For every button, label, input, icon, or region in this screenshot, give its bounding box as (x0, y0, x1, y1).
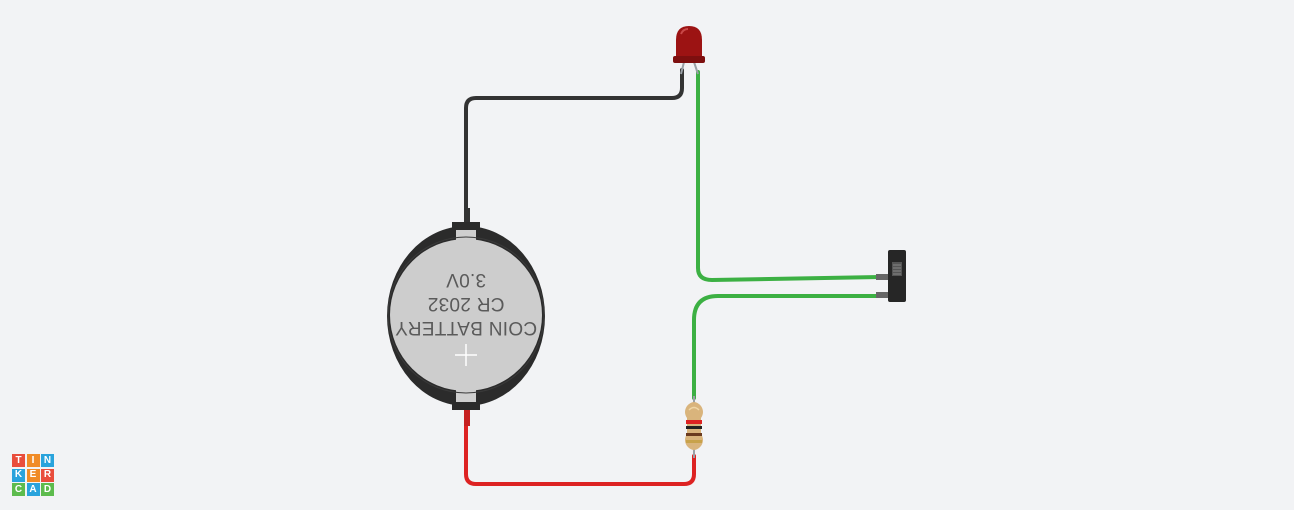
battery-label-line1: COIN BATTERY (395, 317, 537, 338)
green-wire-led-to-switch[interactable] (696, 70, 882, 283)
battery-label-line2: CR 2032 (427, 293, 504, 314)
red-wire[interactable] (464, 424, 696, 486)
logo-letter: E (26, 468, 40, 482)
logo-letter: R (41, 468, 54, 482)
wires (464, 68, 882, 486)
black-wire[interactable] (464, 68, 684, 214)
logo-letter: C (12, 483, 25, 496)
resistor[interactable] (685, 396, 703, 458)
logo-letter: T (12, 454, 25, 467)
coin-battery[interactable]: COIN BATTERY CR 2032 3.0V (387, 208, 545, 426)
battery-label-line3: 3.0V (446, 269, 486, 290)
logo-letter: K (12, 468, 25, 482)
logo-letter: I (26, 454, 40, 467)
logo-letter: N (41, 454, 54, 467)
led-component[interactable] (673, 26, 705, 75)
slide-switch[interactable] (876, 250, 906, 302)
tinkercad-logo: T I N K E R C A D (12, 454, 54, 496)
green-wire-switch-to-resistor[interactable] (692, 294, 882, 400)
logo-letter: A (26, 483, 40, 496)
logo-letter: D (41, 483, 54, 496)
battery-plus-mark (455, 344, 477, 366)
